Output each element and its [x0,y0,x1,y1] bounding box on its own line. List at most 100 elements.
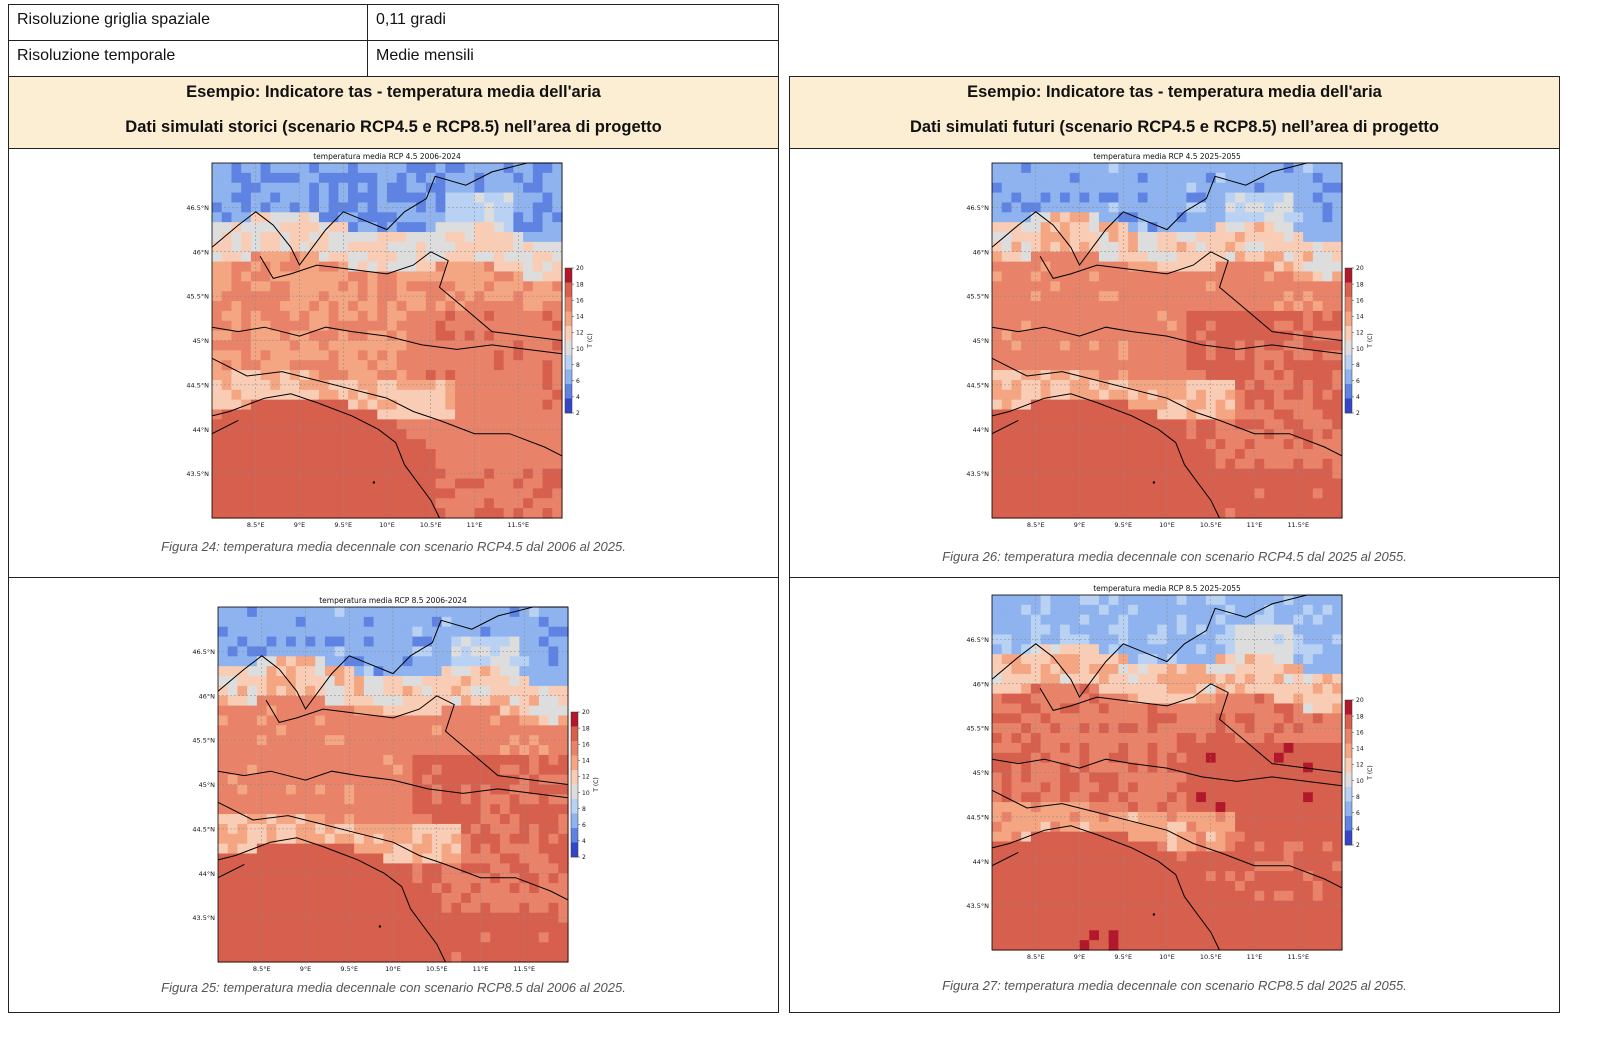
grid-cell [1264,508,1275,519]
grid-cell [377,429,388,440]
grid-cell [1128,634,1139,645]
grid-cell [289,419,301,430]
grid-cell [1293,429,1304,440]
grid-cell [1108,360,1119,371]
grid-cell [493,172,505,184]
grid-cell [1176,222,1188,233]
grid-cell [1040,782,1051,793]
grid-cell [1021,664,1032,675]
grid-cell [377,350,388,361]
grid-cell [363,942,375,953]
grid-cell [1264,478,1275,490]
grid-cell [558,774,569,786]
grid-cell [484,251,495,263]
grid-cell [1079,595,1090,606]
grid-cell [499,774,511,786]
grid-cell [1098,340,1110,351]
grid-cell [1011,251,1022,263]
grid-cell [1128,644,1139,655]
grid-cell [1021,654,1032,665]
grid-cell [474,458,485,470]
grid-cell [1244,478,1256,490]
grid-cell [1128,468,1139,480]
grid-cell [1235,802,1246,813]
grid-cell [529,873,540,884]
grid-cell [305,922,316,934]
grid-cell [406,301,417,312]
grid-cell [1215,762,1226,774]
grid-cell [523,439,534,450]
grid-cell [992,683,1003,695]
grid-cell [523,172,534,184]
grid-cell [532,508,544,519]
grid-cell [1283,212,1294,223]
grid-cell [1030,232,1042,243]
grid-cell [1254,241,1265,253]
grid-cell [499,745,511,756]
grid-cell [299,301,310,312]
grid-cell [227,715,239,726]
grid-cell [1186,192,1197,204]
grid-cell [1147,478,1158,490]
grid-cell [367,172,378,184]
grid-cell [324,833,336,845]
grid-cell [480,715,491,726]
grid-cell [461,873,472,884]
grid-cell [1079,683,1090,695]
grid-cell [344,942,355,953]
grid-cell [373,843,384,855]
grid-cell [503,310,514,322]
grid-cell [992,693,1003,705]
grid-cell [367,379,378,391]
grid-cell [344,823,355,835]
grid-cell [396,379,408,391]
grid-cell [1137,399,1149,411]
grid-cell [1001,202,1013,213]
grid-cell [445,301,456,312]
grid-cell [1205,762,1217,774]
grid-cell [532,360,544,371]
grid-cell [241,251,252,263]
grid-cell [412,883,423,894]
grid-cell [1176,261,1188,273]
grid-cell [266,952,277,963]
grid-cell [1176,182,1188,194]
grid-cell [218,705,229,717]
grid-cell [354,863,365,874]
grid-cell [1167,271,1178,282]
grid-cell [328,192,339,204]
grid-cell [412,725,423,736]
grid-cell [280,320,291,332]
grid-cell [1030,291,1042,302]
grid-cell [1303,752,1314,764]
grid-cell [318,310,330,322]
grid-cell [299,202,310,213]
grid-cell [276,912,287,924]
grid-cell [1128,439,1139,450]
grid-cell [1118,488,1129,499]
grid-cell [509,636,520,648]
grid-cell [1021,202,1032,213]
grid-cell [499,912,511,924]
grid-cell [276,754,287,766]
grid-cell [276,902,287,914]
grid-cell [218,616,229,628]
grid-cell [1167,733,1178,744]
grid-cell [250,360,262,371]
grid-cell [474,320,485,332]
grid-cell [1040,772,1051,783]
grid-cell [431,705,443,717]
grid-cell [1001,595,1013,606]
grid-cell [406,409,417,420]
grid-cell [461,774,472,786]
grid-cell [1098,370,1110,381]
grid-cell [422,843,433,855]
grid-cell [1205,742,1217,754]
grid-cell [1137,614,1149,626]
grid-cell [328,409,339,420]
grid-cell [470,784,482,795]
grid-cell [1001,379,1013,391]
grid-cell [377,182,388,194]
grid-cell [1332,508,1343,519]
grid-cell [357,281,369,292]
